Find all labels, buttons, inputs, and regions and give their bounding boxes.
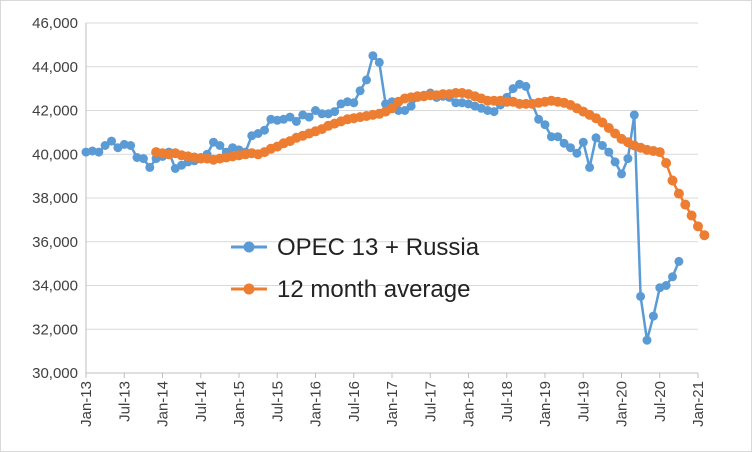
- data-point-0: [285, 112, 295, 122]
- x-tick-label: Jan-17: [384, 381, 401, 427]
- data-point-0: [559, 138, 569, 148]
- data-point-0: [585, 162, 595, 172]
- y-tick-label: 38,000: [32, 190, 78, 207]
- data-point-0: [604, 147, 614, 157]
- y-tick-label: 40,000: [32, 146, 78, 163]
- y-tick-label: 36,000: [32, 234, 78, 251]
- data-point-0: [94, 147, 104, 157]
- x-tick-label: Jul-14: [193, 381, 210, 422]
- data-point-0: [145, 162, 155, 172]
- x-tick-label: Jul-13: [116, 381, 133, 422]
- data-point-0: [546, 132, 556, 142]
- data-point-0: [623, 154, 633, 164]
- legend: OPEC 13 + Russia 12 month average: [231, 234, 480, 303]
- data-point-0: [508, 84, 518, 94]
- data-point-1: [673, 188, 684, 199]
- data-point-1: [654, 147, 665, 158]
- data-point-0: [674, 256, 684, 266]
- data-point-0: [578, 137, 588, 147]
- data-point-0: [636, 291, 646, 301]
- data-point-1: [667, 175, 678, 186]
- y-tick-label: 44,000: [32, 59, 78, 76]
- data-point-1: [661, 158, 672, 168]
- data-point-0: [304, 112, 314, 122]
- data-point-0: [629, 110, 639, 120]
- data-point-0: [355, 86, 365, 96]
- legend-label: OPEC 13 + Russia: [277, 234, 480, 261]
- y-tick-label: 30,000: [32, 365, 78, 382]
- data-point-0: [107, 136, 116, 146]
- data-point-1: [680, 199, 691, 210]
- data-point-1: [699, 230, 710, 241]
- legend-marker: [243, 283, 255, 295]
- data-point-0: [642, 335, 652, 345]
- data-point-0: [591, 133, 601, 143]
- x-tick-label: Jan-13: [78, 381, 95, 427]
- x-tick-label: Jan-20: [614, 381, 631, 427]
- x-tick-label: Jul-15: [269, 381, 286, 422]
- axes: 30,000 32,000 34,000 36,000 38,000 40,000 42,0…: [32, 15, 707, 427]
- x-tick-label: Jul-19: [575, 381, 592, 422]
- data-point-0: [617, 169, 626, 179]
- y-tick-label: 42,000: [32, 103, 78, 120]
- data-point-0: [553, 132, 563, 142]
- data-point-0: [368, 51, 378, 61]
- x-tick-label: Jan-14: [155, 381, 172, 427]
- data-point-0: [400, 106, 410, 115]
- x-tick-label: Jan-16: [308, 381, 325, 427]
- data-point-0: [540, 120, 550, 130]
- data-point-0: [451, 98, 461, 108]
- data-point-1: [693, 221, 703, 232]
- data-point-0: [521, 81, 531, 91]
- x-tick-label: Jan-15: [231, 381, 248, 427]
- series-lines: [81, 51, 710, 345]
- y-tick-label: 46,000: [32, 15, 78, 32]
- y-tick-label: 34,000: [32, 278, 78, 295]
- x-tick-label: Jul-18: [499, 381, 516, 422]
- legend-marker: [243, 241, 255, 253]
- data-point-0: [668, 272, 677, 282]
- y-tick-label: 32,000: [32, 321, 78, 338]
- data-point-1: [686, 210, 697, 221]
- data-point-0: [374, 57, 384, 67]
- data-point-0: [534, 114, 544, 124]
- x-tick-label: Jul-20: [652, 381, 669, 422]
- data-point-0: [661, 281, 671, 290]
- data-point-0: [100, 141, 110, 150]
- x-tick-label: Jul-17: [422, 381, 439, 422]
- data-point-0: [610, 157, 620, 167]
- x-tick-label: Jul-16: [346, 381, 363, 422]
- data-point-0: [566, 143, 575, 153]
- data-point-0: [126, 141, 136, 150]
- data-point-0: [317, 109, 327, 119]
- data-point-0: [260, 125, 269, 135]
- data-point-0: [138, 154, 148, 164]
- data-point-0: [648, 311, 658, 321]
- data-point-0: [406, 101, 416, 111]
- data-point-1: [387, 103, 397, 114]
- x-tick-label: Jan-18: [461, 381, 478, 427]
- data-point-0: [597, 141, 607, 150]
- x-tick-label: Jan-19: [537, 381, 554, 427]
- legend-label: 12 month average: [277, 276, 470, 303]
- data-point-0: [330, 107, 340, 117]
- data-point-0: [362, 75, 371, 85]
- data-point-0: [215, 141, 225, 150]
- data-point-0: [572, 148, 582, 158]
- x-tick-label: Jan-21: [690, 381, 707, 427]
- series-line-1: [155, 91, 706, 236]
- data-point-0: [291, 116, 301, 126]
- data-point-0: [349, 98, 359, 108]
- data-point-0: [489, 107, 499, 117]
